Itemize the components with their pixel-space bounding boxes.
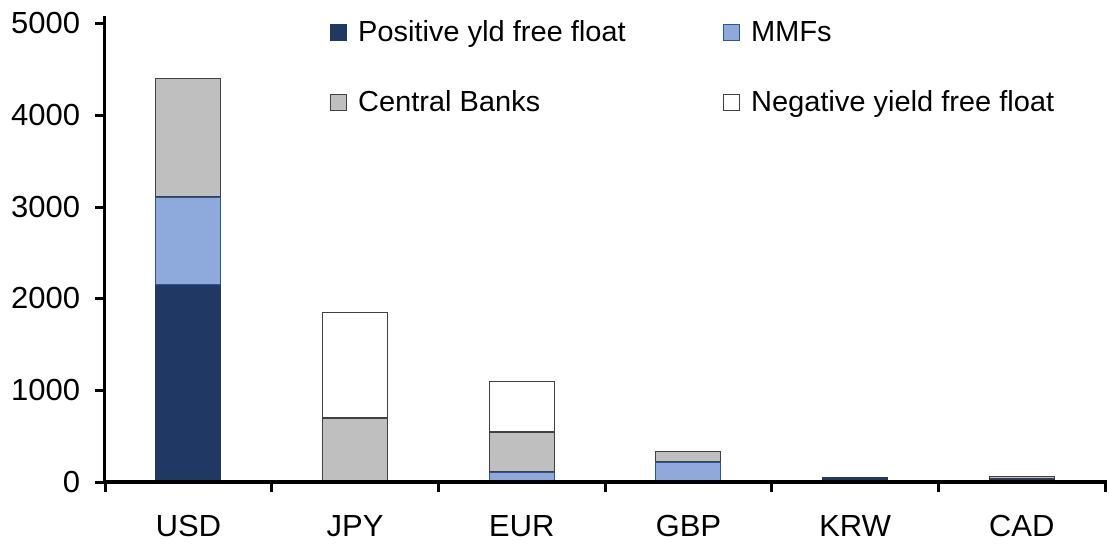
x-axis-line (103, 480, 1106, 484)
legend-swatch-2 (723, 23, 740, 41)
x-axis-label-cad: CAD (988, 508, 1055, 543)
y-axis-tick (95, 113, 105, 117)
legend-swatch-4 (723, 93, 740, 111)
legend-label-2: MMFs (751, 16, 832, 48)
x-axis-tick (1103, 480, 1107, 492)
bar-segment-usd (155, 284, 222, 482)
legend-item-2: MMFs (723, 16, 832, 48)
bar-segment-usd (155, 197, 222, 285)
bar-segment-cad (988, 476, 1055, 480)
y-tick-label: 1000 (11, 372, 80, 408)
x-axis-tick (103, 480, 107, 492)
bar-segment-gbp (655, 451, 722, 463)
y-tick-label: 0 (62, 464, 80, 499)
x-axis-tick (936, 480, 940, 492)
y-axis-tick (95, 297, 105, 301)
legend-item-1: Positive yld free float (330, 16, 626, 48)
y-axis-tick (95, 22, 105, 25)
x-axis-label-krw: KRW (819, 508, 891, 543)
y-axis-tick (95, 481, 105, 484)
x-axis-tick (436, 480, 440, 492)
x-axis-label-gbp: GBP (655, 508, 722, 543)
legend-item-4: Negative yield free float (723, 86, 1054, 118)
x-axis-tick (603, 480, 607, 492)
y-axis-line (103, 16, 106, 484)
x-axis-label-jpy: JPY (326, 508, 384, 543)
y-tick-label: 5000 (11, 5, 80, 40)
x-axis-tick (770, 480, 774, 492)
x-axis-tick (270, 480, 274, 492)
legend-label-3: Central Banks (358, 86, 541, 118)
legend-label-1: Positive yld free float (358, 16, 626, 48)
legend-swatch-3 (330, 93, 347, 111)
legend-item-3: Central Banks (330, 86, 540, 118)
bar-segment-eur (488, 381, 555, 433)
y-tick-label: 3000 (11, 188, 80, 224)
y-tick-label: 4000 (11, 96, 80, 132)
bar-segment-jpy (322, 312, 388, 418)
bar-segment-usd (155, 78, 222, 198)
bar-segment-eur (488, 432, 555, 472)
x-axis-label-eur: EUR (488, 508, 555, 543)
x-axis-label-usd: USD (155, 508, 222, 543)
y-axis-tick (95, 389, 105, 393)
bar-segment-jpy (322, 417, 388, 482)
y-tick-label: 2000 (11, 280, 80, 316)
legend-swatch-1 (330, 23, 347, 41)
legend-label-4: Negative yield free float (751, 86, 1055, 118)
y-axis-tick (95, 205, 105, 209)
